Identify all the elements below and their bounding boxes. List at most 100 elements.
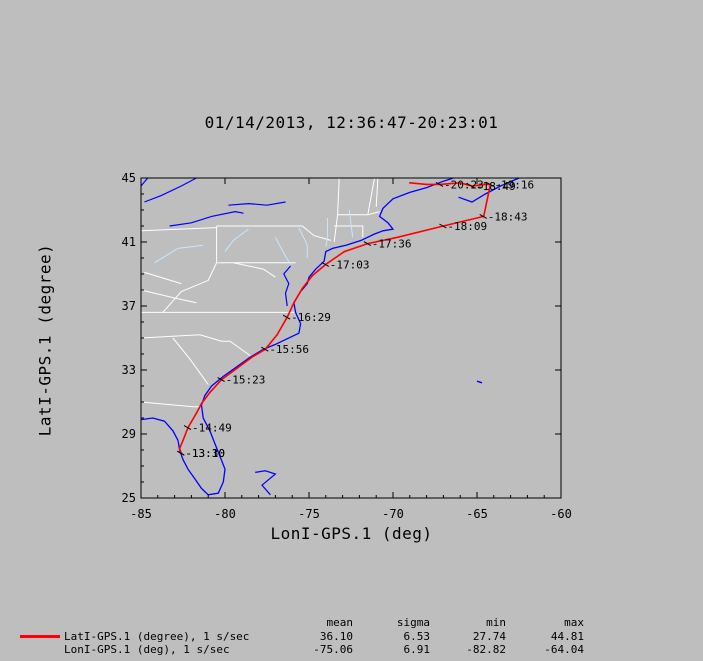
x-tick-label: -60 bbox=[550, 507, 572, 521]
track-point bbox=[182, 439, 184, 442]
state-border bbox=[375, 177, 379, 207]
x-tick-label: -85 bbox=[130, 507, 152, 521]
stat-min: -82.82 bbox=[466, 643, 506, 656]
state-border bbox=[337, 211, 380, 216]
legend-row-lon: LonI-GPS.1 (deg), 1 s/sec -75.06 6.91 -8… bbox=[0, 643, 703, 656]
coastline-us bbox=[140, 177, 454, 496]
time-tick bbox=[486, 181, 494, 187]
river bbox=[348, 209, 354, 238]
track-point bbox=[311, 274, 314, 277]
x-tick-label: -70 bbox=[382, 507, 404, 521]
bermuda bbox=[476, 380, 483, 384]
time-label: -13:30 bbox=[185, 447, 225, 460]
y-tick-label: 29 bbox=[122, 427, 136, 441]
time-label: -20:23 bbox=[444, 178, 484, 191]
time-tick bbox=[321, 261, 330, 267]
track-point bbox=[293, 302, 295, 304]
track-point bbox=[343, 250, 346, 253]
time-label: -15:56 bbox=[269, 343, 309, 356]
y-tick-label: 33 bbox=[122, 363, 136, 377]
river bbox=[274, 236, 291, 265]
river bbox=[298, 227, 308, 258]
time-label: -19:16 bbox=[494, 178, 534, 191]
y-tick-label: 41 bbox=[122, 235, 136, 249]
track-point bbox=[397, 236, 399, 238]
state-border bbox=[233, 262, 276, 278]
track-point bbox=[409, 182, 411, 184]
legend-header: mean sigma min max bbox=[0, 616, 703, 629]
header-min: min bbox=[486, 616, 506, 629]
time-tick bbox=[439, 223, 447, 229]
great-lake-shore bbox=[140, 177, 149, 187]
state-border bbox=[333, 177, 340, 243]
state-border bbox=[172, 337, 209, 385]
header-sigma: sigma bbox=[396, 616, 430, 629]
track-point bbox=[425, 183, 428, 186]
track-point bbox=[235, 367, 238, 370]
time-label: -13:10 bbox=[185, 447, 225, 460]
stat-min: 27.74 bbox=[472, 630, 506, 643]
track-point bbox=[195, 412, 198, 415]
x-axis-label: LonI-GPS.1 (deg) bbox=[270, 524, 433, 543]
state-border bbox=[140, 401, 200, 408]
time-tick bbox=[479, 213, 487, 219]
river bbox=[154, 244, 204, 264]
stat-max: -64.04 bbox=[544, 643, 584, 656]
y-axis-label: LatI-GPS.1 (degree) bbox=[35, 243, 55, 437]
state-border bbox=[334, 225, 364, 238]
flight-track bbox=[178, 181, 492, 455]
legend-label: LatI-GPS.1 (degree), 1 s/sec bbox=[64, 630, 250, 643]
time-tick bbox=[282, 314, 291, 320]
time-tick bbox=[183, 425, 192, 431]
chesapeake-bay bbox=[283, 265, 291, 307]
stat-sigma: 6.53 bbox=[403, 630, 431, 643]
header-mean: mean bbox=[326, 616, 354, 629]
great-lake-shore bbox=[228, 201, 286, 206]
time-label: -18:43 bbox=[488, 210, 528, 223]
legend-row-lat: LatI-GPS.1 (degree), 1 s/sec 36.10 6.53 … bbox=[0, 630, 703, 643]
time-labels: -13:10-13:30 -14:49 -15:23 -15:56 -16:29 -17:… bbox=[177, 178, 534, 460]
state-border bbox=[162, 262, 296, 313]
time-tick bbox=[467, 183, 476, 189]
series-line-0 bbox=[178, 181, 492, 454]
time-label: -17:03 bbox=[330, 258, 370, 271]
x-tick-label: -65 bbox=[466, 507, 488, 521]
track-point bbox=[276, 334, 278, 336]
track-point bbox=[251, 356, 253, 359]
legend-swatch-red bbox=[20, 635, 60, 638]
time-label: -16:29 bbox=[291, 311, 331, 324]
time-label: -18:49 bbox=[476, 180, 516, 193]
river bbox=[224, 228, 249, 252]
legend-label: LonI-GPS.1 (deg), 1 s/sec bbox=[64, 643, 230, 656]
header-max: max bbox=[564, 616, 584, 629]
track-point bbox=[482, 183, 485, 186]
y-tick-label: 37 bbox=[122, 299, 136, 313]
stat-max: 44.81 bbox=[550, 630, 584, 643]
stat-mean: 36.10 bbox=[319, 630, 353, 643]
time-tick bbox=[363, 241, 372, 247]
track-point bbox=[178, 447, 181, 450]
track-point bbox=[301, 287, 304, 290]
great-lake-shore bbox=[169, 210, 244, 227]
track-point bbox=[459, 182, 462, 184]
y-tick-label: 25 bbox=[122, 491, 136, 505]
track-point bbox=[200, 402, 203, 405]
x-tick-label: -80 bbox=[214, 507, 236, 521]
river bbox=[325, 218, 328, 247]
coastline-nova-scotia bbox=[458, 177, 520, 203]
state-border bbox=[367, 177, 375, 215]
state-border bbox=[216, 225, 331, 241]
state-border bbox=[140, 334, 251, 357]
stat-mean: -75.06 bbox=[313, 643, 353, 656]
state-border bbox=[144, 271, 182, 285]
map-background bbox=[140, 177, 520, 496]
great-lake-shore bbox=[144, 177, 197, 203]
time-label: -14:49 bbox=[192, 422, 232, 435]
y-tick-label: 45 bbox=[122, 171, 136, 185]
time-tick bbox=[217, 377, 225, 383]
state-border bbox=[140, 289, 197, 304]
axes: -85 -80 -75 -70 -65 -60 25 29 33 37 41 45 bbox=[122, 171, 572, 521]
track-point bbox=[209, 391, 211, 394]
time-label: -15:23 bbox=[226, 374, 266, 387]
